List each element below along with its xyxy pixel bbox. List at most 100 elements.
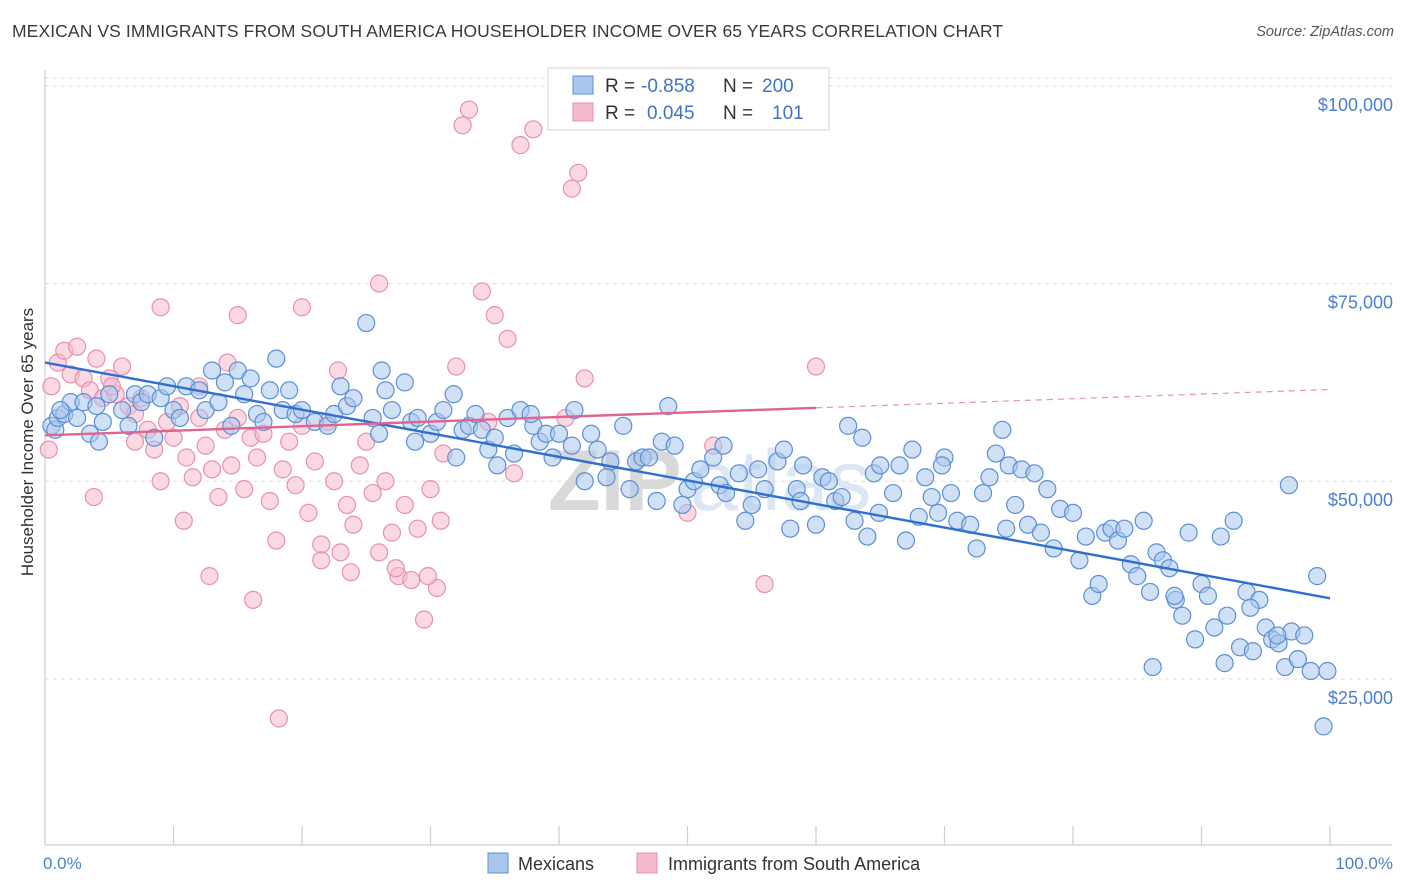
immigrants-point: [222, 456, 241, 475]
immigrants-point: [260, 491, 279, 511]
mexicans-trend-line: [44, 361, 1331, 600]
mexicans-point: [170, 408, 190, 428]
series-immigrants-points: [39, 100, 826, 728]
mexicans-point: [736, 511, 755, 530]
mexicans-point: [704, 448, 723, 467]
stats-legend: R = -0.858 N = 200 R = 0.045 N = 101: [547, 67, 830, 131]
immigrants-point: [196, 436, 215, 455]
immigrants-point: [498, 329, 517, 348]
immigrants-point: [331, 543, 350, 562]
immigrants-point: [202, 460, 222, 479]
immigrants-point: [209, 487, 228, 507]
mexicans-point: [405, 432, 425, 451]
immigrants-point: [183, 468, 202, 487]
mexicans-point: [444, 385, 463, 404]
immigrants-point: [112, 357, 132, 376]
mexicans-point: [819, 472, 838, 491]
mexicans-point: [691, 460, 710, 479]
mexicans-point: [112, 400, 132, 420]
r-label-mexicans: R =: [605, 76, 635, 97]
mexicans-point: [549, 424, 569, 443]
immigrants-point: [363, 483, 382, 503]
mexicans-point: [980, 468, 999, 487]
immigrants-point: [305, 452, 324, 471]
mexicans-point: [832, 487, 851, 507]
r-label-immigrants: R =: [605, 103, 635, 124]
mexicans-point: [260, 381, 279, 400]
x-tick-label: 0.0%: [43, 854, 82, 873]
immigrants-point: [280, 432, 299, 451]
immigrants-point: [328, 361, 348, 380]
mexicans-point: [1140, 582, 1160, 602]
n-label-immigrants: N =: [723, 103, 753, 124]
mexicans-point: [1318, 661, 1337, 681]
n-value-immigrants: 101: [772, 103, 804, 124]
mexicans-point: [1038, 480, 1057, 499]
mexicans-point: [659, 396, 678, 416]
y-tick-labels: $25,000 $50,000 $75,000 $100,000: [1318, 95, 1393, 708]
immigrants-point: [755, 574, 774, 594]
immigrants-point: [472, 282, 491, 301]
mexicans-point: [1218, 606, 1237, 625]
immigrants-point: [370, 274, 389, 293]
immigrants-point: [370, 543, 389, 562]
n-value-mexicans: 200: [762, 76, 794, 97]
stats-legend-box: [547, 67, 830, 131]
mexicans-point: [202, 361, 222, 380]
immigrants-point: [350, 456, 369, 475]
immigrants-point: [228, 306, 247, 325]
immigrants-trend-extension: [815, 388, 1331, 409]
immigrants-point: [235, 480, 254, 499]
mexicans-point: [1165, 586, 1184, 605]
immigrants-point: [312, 535, 331, 554]
immigrants-point: [244, 590, 263, 609]
mexicans-point: [883, 483, 903, 503]
mexicans-point: [1308, 567, 1327, 586]
mexicans-point: [582, 424, 601, 443]
y-tick-label: $100,000: [1318, 95, 1393, 115]
mexicans-point: [1076, 527, 1095, 546]
mexicans-point: [871, 456, 890, 475]
y-tick-label: $25,000: [1328, 688, 1393, 708]
mexicans-point: [858, 527, 877, 546]
mexicans-point: [376, 381, 395, 400]
mexicans-swatch: [572, 75, 594, 95]
mexicans-point: [222, 416, 241, 435]
mexicans-point: [68, 408, 87, 428]
mexicans-point: [466, 404, 485, 424]
mexicans-point: [344, 389, 363, 408]
immigrants-point: [177, 448, 196, 467]
immigrants-point: [395, 495, 414, 515]
mexicans-point: [372, 361, 391, 380]
mexicans-point: [575, 472, 594, 491]
mexicans-point: [254, 412, 273, 432]
trend-lines: [44, 361, 1331, 600]
immigrants-point: [402, 570, 421, 590]
mexicans-point: [916, 468, 935, 487]
immigrants-point: [267, 531, 286, 550]
n-label-mexicans: N =: [723, 76, 753, 97]
mexicans-point: [903, 440, 922, 459]
mexicans-point: [1295, 626, 1314, 645]
legend-mexicans-label: Mexicans: [518, 854, 594, 874]
mexicans-point: [986, 444, 1006, 463]
immigrants-point: [524, 120, 543, 139]
chart-title: MEXICAN VS IMMIGRANTS FROM SOUTH AMERICA…: [12, 21, 1004, 41]
immigrants-point: [341, 563, 360, 582]
mexicans-point: [1134, 511, 1153, 530]
mexicans-point: [1143, 657, 1162, 677]
mexicans-point: [941, 483, 961, 503]
immigrants-point: [292, 298, 312, 317]
mexicans-point: [896, 531, 916, 550]
legend-immigrants-swatch: [636, 852, 658, 874]
immigrants-point: [408, 519, 427, 538]
mexicans-point: [1243, 642, 1263, 661]
mexicans-point: [100, 385, 119, 404]
mexicans-point: [729, 464, 749, 483]
series-legend: Mexicans Immigrants from South America: [487, 852, 921, 874]
immigrants-swatch: [572, 102, 594, 122]
mexicans-point: [1215, 654, 1234, 673]
immigrants-point: [453, 116, 472, 135]
immigrants-point: [164, 428, 183, 447]
mexicans-point: [1288, 650, 1307, 669]
